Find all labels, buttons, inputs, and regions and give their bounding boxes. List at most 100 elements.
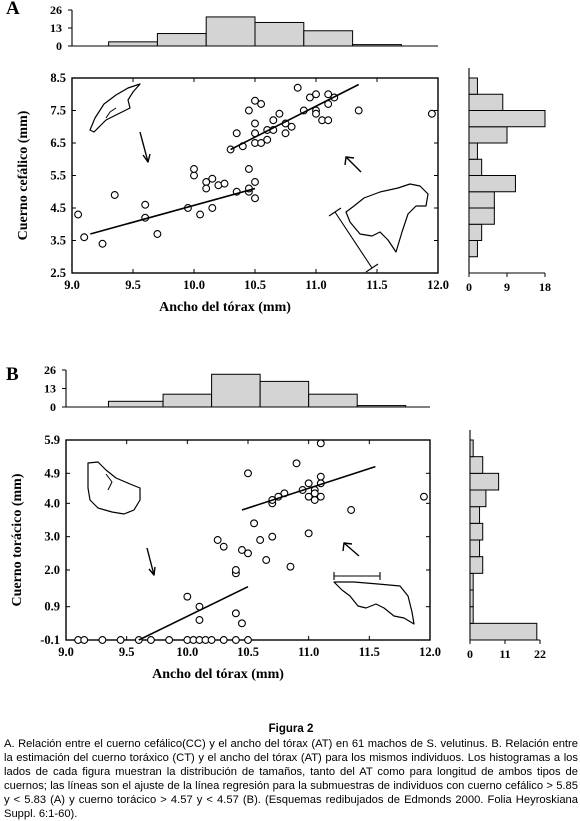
y-tick-label: 4.0 [44, 496, 60, 510]
x-tick-label: 11.5 [359, 645, 380, 659]
top-hist-bar [254, 21, 305, 47]
caption-title: Figura 2 [268, 723, 314, 735]
y-tick-label: 3.0 [44, 530, 60, 544]
top-hist-bar [211, 373, 261, 408]
top-hist-bar [308, 393, 358, 408]
top-hist-tick-label: 13 [44, 382, 56, 396]
panel-label: B [6, 364, 19, 385]
data-point [208, 204, 217, 212]
top-hist-bar [162, 393, 213, 408]
right-hist-bar [469, 472, 500, 491]
arrow-a-left-icon [139, 131, 149, 163]
y-tick-label: 2.0 [44, 563, 60, 577]
right-hist-bar [468, 223, 483, 241]
top-hist-tick-label: 0 [56, 39, 62, 53]
data-point [304, 479, 313, 488]
y-tick-label: 4.5 [50, 201, 66, 215]
data-point [231, 609, 240, 618]
right-hist-tick-label: 22 [534, 647, 546, 661]
data-point [251, 178, 259, 186]
data-point [80, 233, 89, 242]
y-tick-label: 8.5 [50, 71, 66, 85]
x-tick-label: 9.0 [58, 645, 74, 659]
right-hist-bar [469, 539, 481, 558]
data-point [213, 536, 222, 544]
top-hist-bar [352, 44, 402, 47]
data-point [98, 636, 107, 644]
x-tick-label: 9.5 [119, 645, 135, 659]
right-hist-bar [469, 572, 474, 591]
right-hist-bar [469, 439, 474, 458]
data-point [244, 549, 252, 558]
right-hist-bar [469, 606, 474, 624]
data-point [146, 636, 155, 644]
data-point [281, 129, 290, 138]
data-point [354, 106, 363, 115]
data-point [207, 636, 216, 644]
thorax-sketch-b-icon [333, 581, 415, 625]
data-point [251, 119, 259, 128]
data-point [196, 210, 205, 219]
regression-line [138, 585, 249, 641]
data-point [263, 135, 272, 144]
y-tick-label: 7.5 [50, 104, 66, 118]
data-point [262, 556, 271, 564]
right-hist-bar [469, 489, 487, 508]
data-point [324, 116, 333, 125]
y-axis-label: Cuerno cefálico (mm) [16, 110, 31, 240]
x-tick-label: 9.0 [64, 278, 80, 292]
top-hist-bar [108, 41, 158, 47]
data-point [316, 492, 325, 501]
data-point [324, 90, 333, 99]
right-hist-bar [468, 191, 495, 209]
y-tick-label: -0.1 [40, 633, 60, 647]
figure: A 9.0 9.5 10.0 10.5 11.0 11.5 12.0 2.5 3.5 4.5 5.5 6… [6, 0, 551, 682]
x-tick-label: 10.5 [237, 645, 259, 659]
data-point [116, 636, 125, 644]
data-point [304, 492, 313, 501]
data-point [220, 179, 229, 188]
top-hist-bar [356, 405, 407, 408]
right-hist-bar [468, 126, 508, 144]
data-point [231, 566, 240, 574]
data-point [190, 171, 198, 180]
data-point [190, 165, 198, 173]
data-point [219, 636, 228, 644]
right-hist-tick-label: 18 [539, 280, 551, 294]
data-point [316, 472, 325, 481]
head-horn-sketch-icon [89, 83, 141, 133]
right-hist-bar [469, 456, 484, 474]
y-tick-label: 5.9 [44, 433, 60, 447]
panel-A: A 9.0 9.5 10.0 10.5 11.0 11.5 12.0 2.5 3.5 4.5 5.5 6… [6, 0, 551, 315]
caption-text: A. Relación entre el cuerno cefálico(CC)… [4, 738, 578, 820]
head-sketch-b-icon [87, 461, 141, 515]
data-point [251, 96, 259, 105]
data-point [232, 129, 241, 138]
data-point [110, 191, 119, 199]
x-tick-label: 11.0 [298, 645, 319, 659]
data-point [304, 529, 313, 538]
data-point [98, 239, 107, 248]
right-hist-bar [468, 240, 478, 258]
horn-measure-icon [328, 207, 379, 273]
top-hist-bar [303, 30, 354, 47]
right-hist-bar [468, 142, 478, 160]
arrowhead-b-right-icon [342, 542, 353, 552]
x-axis-label: Ancho del tórax (mm) [152, 667, 284, 682]
caption: Figura 2 A. Relación entre el cuerno cef… [4, 722, 578, 821]
right-hist-bar [468, 77, 478, 95]
data-point [153, 230, 162, 238]
y-tick-label: 3.5 [50, 234, 66, 248]
regression-line [230, 83, 360, 151]
top-hist-bar [107, 400, 164, 408]
y-tick-label: 2.5 [50, 266, 66, 280]
right-hist-bar [469, 589, 474, 608]
arrow-b-right-icon [343, 542, 360, 557]
data-point [165, 636, 174, 644]
arrowhead-a-right-icon [344, 156, 355, 166]
data-point [310, 489, 319, 498]
y-tick-label: 6.5 [50, 136, 66, 150]
x-tick-label: 10.0 [183, 278, 205, 292]
top-hist-bar [156, 33, 207, 47]
data-point [312, 90, 320, 99]
